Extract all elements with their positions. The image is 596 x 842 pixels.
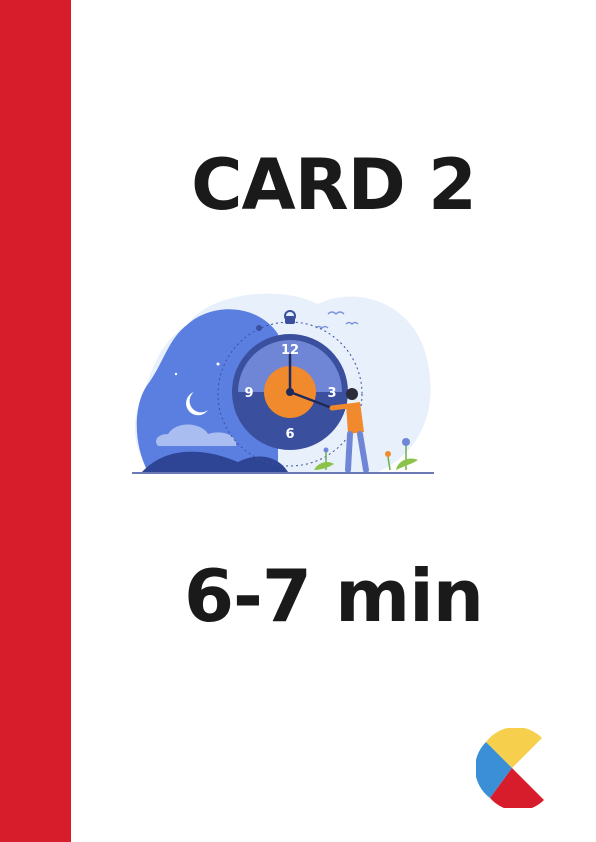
bird-icon	[327, 311, 345, 316]
clock-number-9: 9	[244, 386, 253, 401]
clock-number-6: 6	[285, 427, 294, 442]
hills	[142, 451, 288, 472]
side-accent-bar	[0, 0, 71, 842]
stopwatch-icon: 12 3 6 9	[232, 310, 348, 450]
clouds	[156, 424, 237, 446]
card-title: CARD 2	[191, 144, 477, 226]
orbit-ring	[217, 321, 363, 467]
duration-label: 6-7 min	[183, 554, 484, 638]
time-illustration: 12 3 6 9	[132, 293, 434, 474]
bird-icon	[315, 325, 329, 330]
logo-red-segment	[490, 768, 544, 808]
clock-number-3: 3	[327, 386, 336, 401]
moon-icon	[186, 392, 208, 416]
bird-icon	[345, 321, 359, 326]
clock-number-12: 12	[281, 343, 299, 358]
logo-mark	[476, 728, 544, 808]
logo-blue-segment	[476, 742, 512, 798]
orbit-dot	[256, 325, 262, 331]
star	[216, 362, 220, 366]
star	[174, 372, 178, 376]
logo-yellow-segment	[486, 728, 542, 768]
person-figure	[329, 388, 369, 473]
flower-icon	[314, 438, 418, 471]
